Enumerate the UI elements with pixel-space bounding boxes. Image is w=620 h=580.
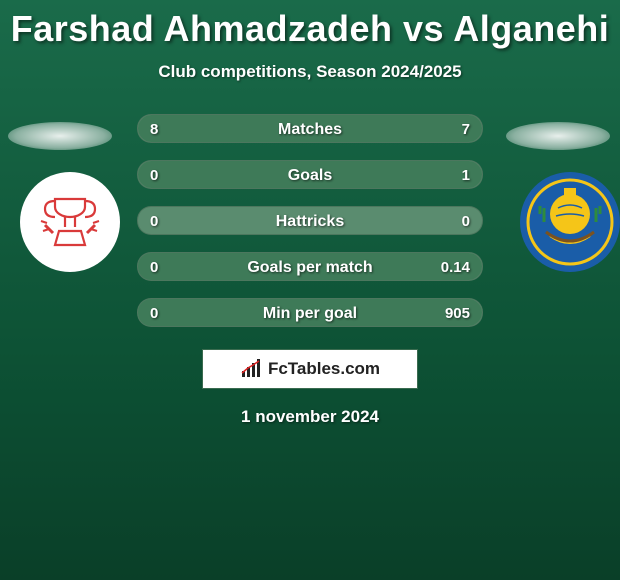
stat-value-right: 905 xyxy=(445,299,470,326)
stat-label: Matches xyxy=(138,115,482,142)
stat-value-right: 1 xyxy=(462,161,470,188)
trophy-icon xyxy=(35,187,105,257)
brand-text: FcTables.com xyxy=(268,359,380,379)
team-badge-left xyxy=(20,172,120,272)
stat-value-right: 7 xyxy=(462,115,470,142)
stat-label: Hattricks xyxy=(138,207,482,234)
club-crest-icon xyxy=(526,178,614,266)
stat-row: 0 Goals 1 xyxy=(137,160,483,189)
stat-value-right: 0 xyxy=(462,207,470,234)
spotlight-right xyxy=(506,122,610,150)
date-text: 1 november 2024 xyxy=(0,407,620,427)
brand-box[interactable]: FcTables.com xyxy=(202,349,418,389)
stat-value-right: 0.14 xyxy=(441,253,470,280)
stat-row: 8 Matches 7 xyxy=(137,114,483,143)
page-title: Farshad Ahmadzadeh vs Alganehi xyxy=(0,0,620,50)
spotlight-left xyxy=(8,122,112,150)
stat-row: 0 Hattricks 0 xyxy=(137,206,483,235)
stats-container: 8 Matches 7 0 Goals 1 0 Hattricks 0 0 Go… xyxy=(137,114,483,327)
stat-label: Goals xyxy=(138,161,482,188)
stat-row: 0 Goals per match 0.14 xyxy=(137,252,483,281)
stat-label: Goals per match xyxy=(138,253,482,280)
bar-chart-icon xyxy=(240,359,264,379)
stat-row: 0 Min per goal 905 xyxy=(137,298,483,327)
stat-label: Min per goal xyxy=(138,299,482,326)
page-subtitle: Club competitions, Season 2024/2025 xyxy=(0,62,620,82)
team-badge-right xyxy=(520,172,620,272)
